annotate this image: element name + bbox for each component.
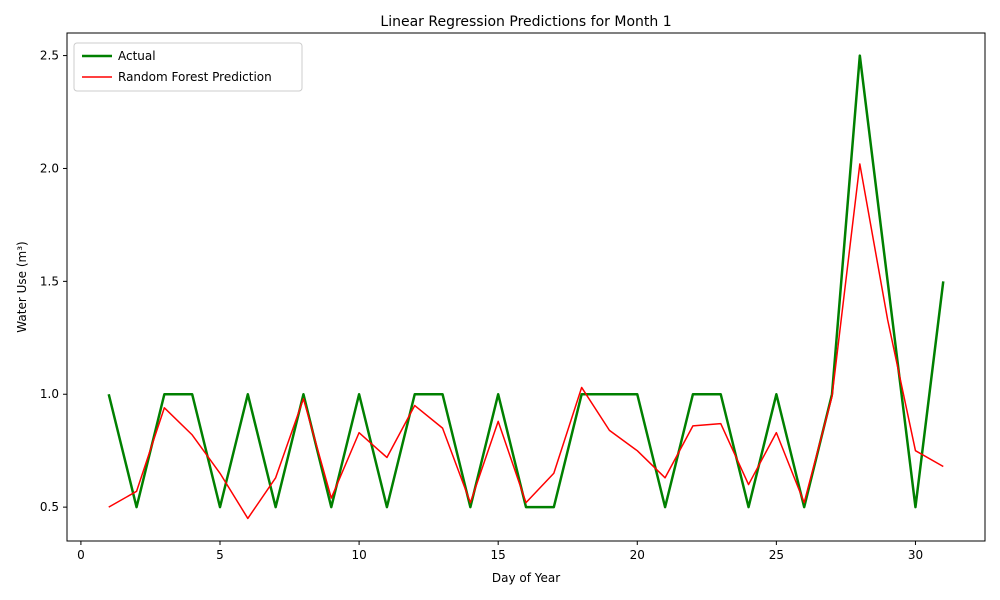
x-tick-label: 10	[351, 548, 366, 562]
x-axis: 0 5 10 15 20 25 30	[77, 541, 923, 562]
x-tick-label: 20	[630, 548, 645, 562]
x-tick-label: 15	[491, 548, 506, 562]
series-line-actual	[107, 54, 945, 509]
chart-title: Linear Regression Predictions for Month …	[380, 14, 671, 30]
axes-frame	[66, 32, 986, 542]
y-tick-label: 1.5	[40, 274, 59, 288]
x-tick-label: 0	[77, 548, 85, 562]
y-tick-label: 1.0	[40, 387, 59, 401]
series-line-prediction	[108, 163, 944, 520]
legend-label-actual: Actual	[118, 49, 156, 63]
y-axis: 0.5 1.0 1.5 2.0 2.5	[40, 49, 67, 514]
plot-area	[107, 54, 945, 520]
x-axis-label: Day of Year	[492, 571, 560, 585]
y-axis-label: Water Use (m³)	[15, 241, 29, 332]
x-tick-label: 5	[216, 548, 224, 562]
x-tick-label: 30	[908, 548, 923, 562]
x-tick-label: 25	[769, 548, 784, 562]
y-tick-label: 2.0	[40, 161, 59, 175]
legend-label-prediction: Random Forest Prediction	[118, 70, 272, 84]
y-tick-label: 2.5	[40, 49, 59, 63]
legend-box	[73, 42, 303, 92]
y-tick-label: 0.5	[40, 500, 59, 514]
legend: Actual Random Forest Prediction	[73, 42, 303, 92]
